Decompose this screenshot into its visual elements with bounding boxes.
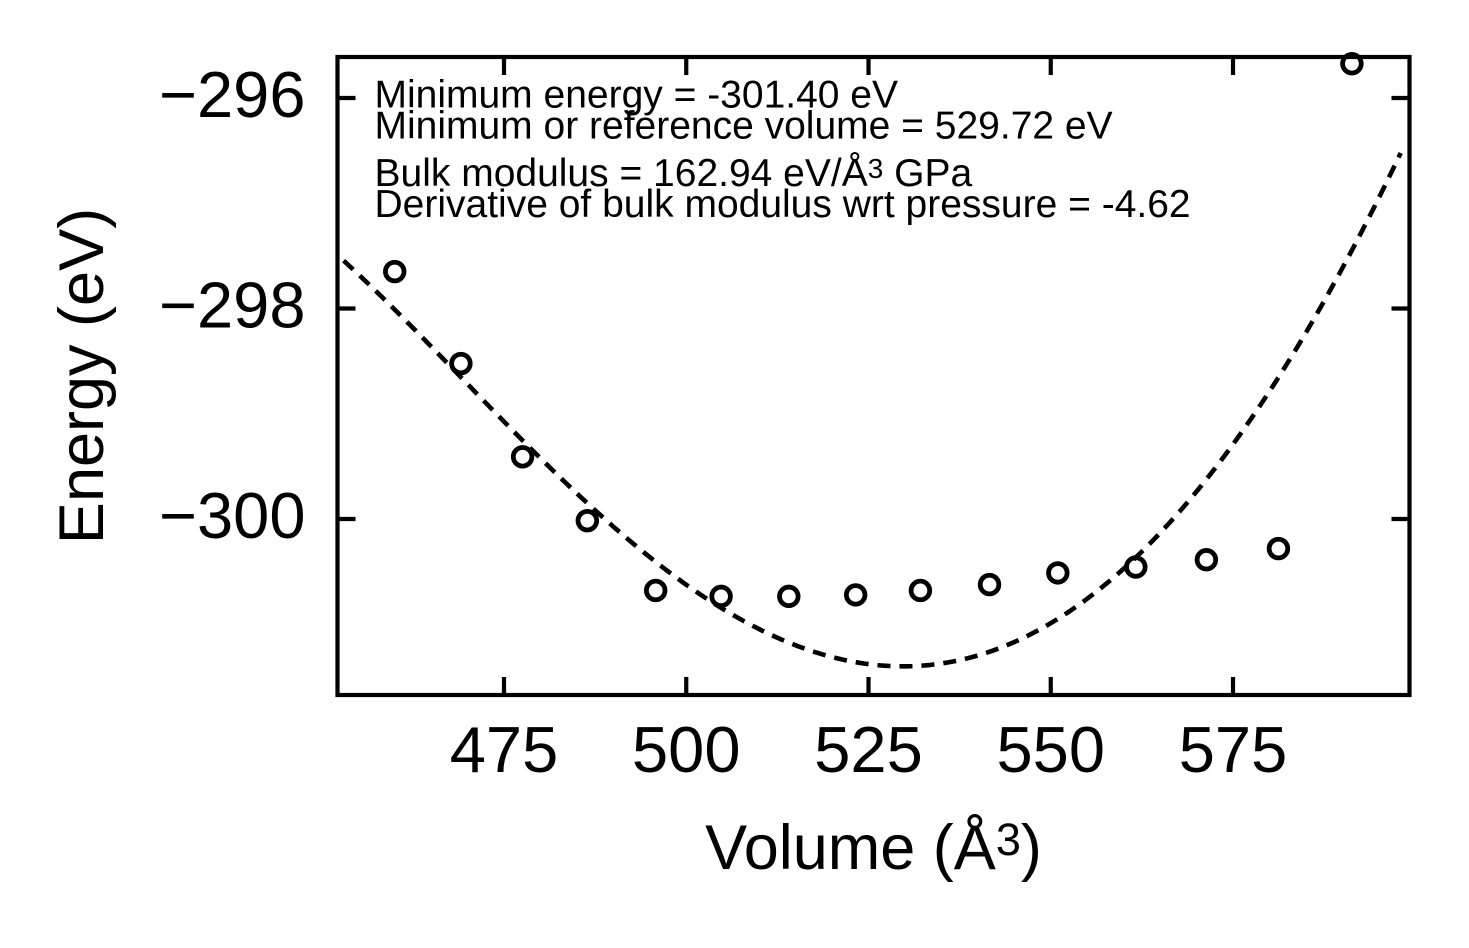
svg-text:−298: −298 — [159, 269, 305, 342]
svg-text:−300: −300 — [159, 479, 305, 552]
svg-text:550: 550 — [997, 713, 1105, 786]
svg-text:−296: −296 — [159, 58, 305, 131]
svg-text:475: 475 — [450, 713, 558, 786]
svg-text:525: 525 — [814, 713, 922, 786]
svg-text:Volume (Å3): Volume (Å3) — [705, 813, 1042, 883]
svg-text:Derivative of bulk modulus wrt: Derivative of bulk modulus wrt pressure … — [375, 183, 1191, 226]
svg-text:Energy (eV): Energy (eV) — [47, 208, 117, 544]
svg-text:575: 575 — [1179, 713, 1287, 786]
svg-text:500: 500 — [632, 713, 740, 786]
svg-text:Minimum or reference volume =: Minimum or reference volume = 529.72 eV — [375, 105, 1113, 148]
